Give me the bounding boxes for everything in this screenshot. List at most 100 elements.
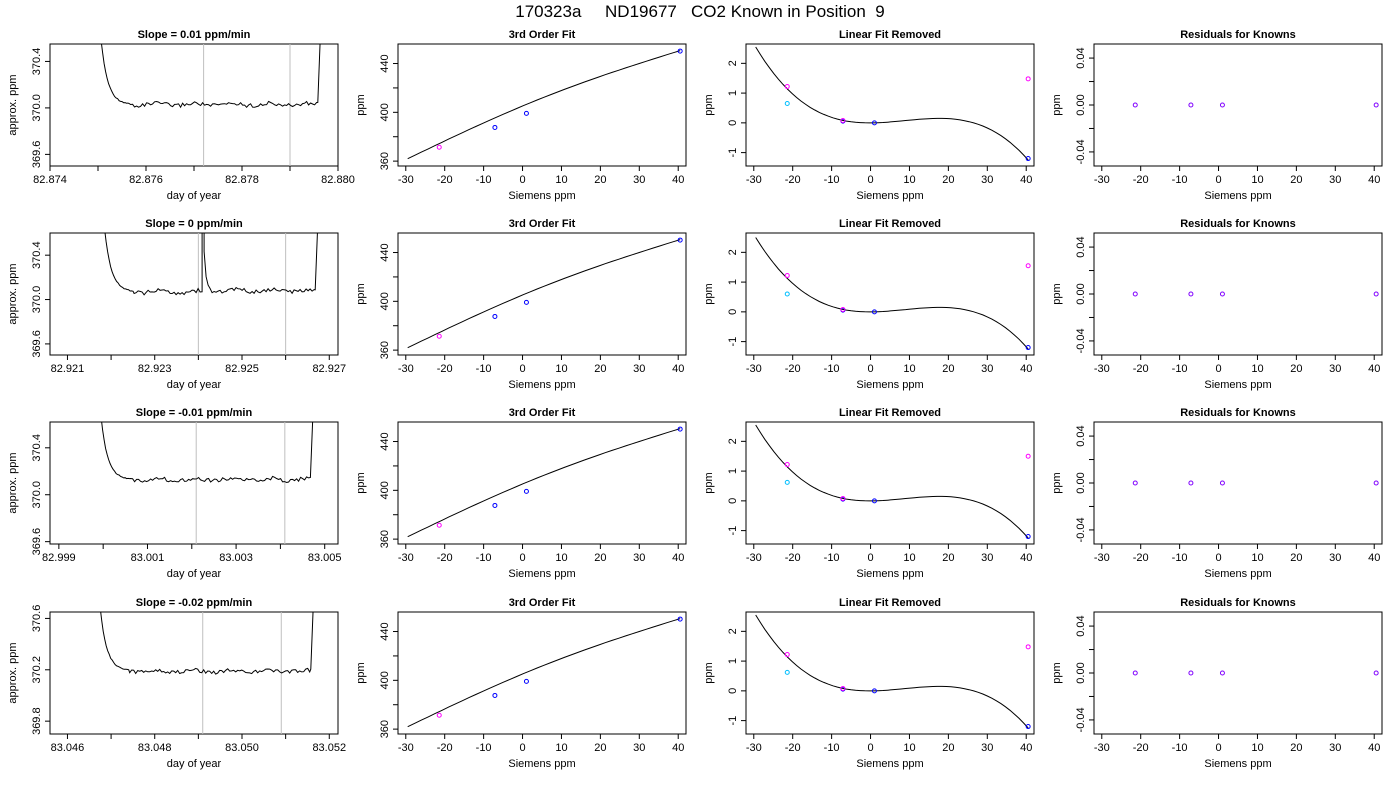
x-tick-label: -20 xyxy=(437,363,453,375)
y-axis-label: ppm xyxy=(1051,94,1063,115)
plot-frame xyxy=(397,232,687,356)
chart-title: Residuals for Knowns xyxy=(1180,218,1296,230)
y-axis-label: ppm xyxy=(355,662,367,683)
y-tick-label: 360 xyxy=(379,341,391,359)
plot-frame xyxy=(745,232,1035,356)
x-axis-label: day of year xyxy=(167,379,222,391)
x-tick-label: 10 xyxy=(555,363,567,375)
y-tick-label: 370.0 xyxy=(31,94,43,122)
y-axis-label: ppm xyxy=(703,283,715,304)
y-axis-label: ppm xyxy=(703,662,715,683)
data-point xyxy=(492,124,498,130)
y-tick-label: 370.0 xyxy=(31,286,43,314)
x-tick-label: 10 xyxy=(903,742,915,754)
x-tick-label: 0 xyxy=(519,174,525,186)
data-point xyxy=(1188,102,1194,108)
y-tick-label: -1 xyxy=(727,526,739,536)
fit-curve xyxy=(407,618,681,728)
x-tick-label: 82.876 xyxy=(129,174,163,186)
chart-title: Linear Fit Removed xyxy=(839,597,941,609)
data-point xyxy=(1188,291,1194,297)
x-tick-label: 82.927 xyxy=(312,363,346,375)
chart-panel: Slope = -0.02 ppm/min 83.046 83.048 83.050 8… xyxy=(7,597,346,770)
x-axis-label: day of year xyxy=(167,758,222,770)
plot-frame xyxy=(397,611,687,735)
x-tick-label: 20 xyxy=(1290,363,1302,375)
x-tick-label: 40 xyxy=(1368,363,1380,375)
y-tick-label: 0.00 xyxy=(1075,283,1087,304)
x-tick-label: 0 xyxy=(867,742,873,754)
data-point xyxy=(1132,670,1138,676)
y-tick-label: 0.00 xyxy=(1075,94,1087,115)
x-tick-label: 20 xyxy=(594,552,606,564)
x-tick-label: 20 xyxy=(1290,742,1302,754)
data-point xyxy=(1025,724,1031,730)
x-tick-label: 20 xyxy=(942,174,954,186)
residual-curve xyxy=(755,237,1029,350)
x-tick-label: -10 xyxy=(824,742,840,754)
y-tick-label: 370.2 xyxy=(31,656,43,684)
y-tick-label: 370.4 xyxy=(31,241,43,269)
y-tick-label: 1 xyxy=(727,90,739,96)
x-tick-label: 30 xyxy=(981,552,993,564)
x-tick-label: 82.923 xyxy=(138,363,172,375)
x-tick-label: 82.999 xyxy=(42,552,76,564)
x-tick-label: 20 xyxy=(1290,174,1302,186)
x-tick-label: 82.921 xyxy=(51,363,85,375)
x-tick-label: 0 xyxy=(1215,363,1221,375)
x-tick-label: 10 xyxy=(903,552,915,564)
data-trace xyxy=(101,422,314,484)
y-tick-label: 440 xyxy=(379,622,391,640)
data-point xyxy=(840,306,846,312)
data-point xyxy=(677,616,683,622)
data-point xyxy=(1188,480,1194,486)
y-tick-label: -0.04 xyxy=(1075,517,1087,542)
x-tick-label: -10 xyxy=(476,174,492,186)
data-trace xyxy=(101,44,321,109)
x-tick-label: -20 xyxy=(1133,742,1149,754)
x-tick-label: 10 xyxy=(903,363,915,375)
chart-title: 3rd Order Fit xyxy=(509,407,576,419)
x-tick-label: -30 xyxy=(1094,174,1110,186)
y-tick-label: 400 xyxy=(379,481,391,499)
y-axis-label: ppm xyxy=(1051,283,1063,304)
x-tick-label: 0 xyxy=(519,742,525,754)
data-point xyxy=(436,522,442,528)
fit-curve xyxy=(407,50,681,160)
x-tick-label: 0 xyxy=(519,363,525,375)
x-axis-label: Siemens ppm xyxy=(1204,190,1271,202)
data-point xyxy=(436,333,442,339)
y-axis-label: approx. ppm xyxy=(7,74,19,135)
data-point xyxy=(523,488,529,494)
y-axis-label: ppm xyxy=(355,94,367,115)
x-tick-label: 30 xyxy=(981,363,993,375)
x-tick-label: 0 xyxy=(867,363,873,375)
data-point xyxy=(436,712,442,718)
y-axis-label: approx. ppm xyxy=(7,263,19,324)
y-tick-label: 400 xyxy=(379,671,391,689)
y-tick-label: 360 xyxy=(379,720,391,738)
y-axis-label: ppm xyxy=(703,94,715,115)
plot-frame xyxy=(49,421,339,545)
chart-title: Residuals for Knowns xyxy=(1180,407,1296,419)
x-tick-label: -20 xyxy=(437,174,453,186)
x-tick-label: -20 xyxy=(785,174,801,186)
y-tick-label: 360 xyxy=(379,530,391,548)
y-tick-label: 2 xyxy=(727,438,739,444)
chart-panel: Residuals for Knowns -30 -20 -10 0 10 20 30 40 -0… xyxy=(1051,218,1383,391)
x-tick-label: 30 xyxy=(1329,363,1341,375)
data-point xyxy=(1219,102,1225,108)
chart-title: Slope = -0.01 ppm/min xyxy=(136,407,253,419)
x-tick-label: -30 xyxy=(398,742,414,754)
y-axis-label: approx. ppm xyxy=(7,642,19,703)
x-tick-label: 82.880 xyxy=(321,174,355,186)
y-tick-label: 440 xyxy=(379,54,391,72)
data-point xyxy=(784,101,790,107)
x-tick-label: -10 xyxy=(476,363,492,375)
plot-frame xyxy=(49,611,339,735)
chart-title: Slope = 0 ppm/min xyxy=(145,218,243,230)
chart-panel: 3rd Order Fit -30 -20 -10 0 10 20 30 40 360 400 440… xyxy=(355,29,687,202)
data-point xyxy=(677,237,683,243)
y-tick-label: 1 xyxy=(727,468,739,474)
